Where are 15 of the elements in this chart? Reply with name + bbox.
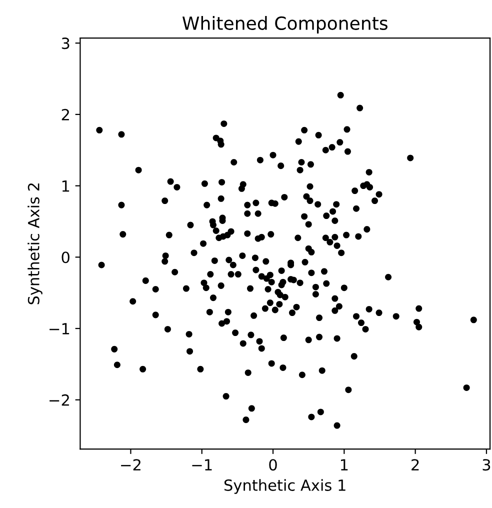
x-tick-label: 2 xyxy=(412,459,419,470)
x-tick-label: 1 xyxy=(340,459,348,470)
chart-title: Whitened Components xyxy=(182,16,388,34)
x-tick-label: 0 xyxy=(269,459,277,471)
y-axis-title: Synthetic Axis 2 xyxy=(28,183,42,304)
y-tick-label: 2 xyxy=(62,108,69,120)
x-tick-label: 3 xyxy=(482,459,490,471)
y-tick-label: −2 xyxy=(50,394,69,406)
y-tick-label: 3 xyxy=(62,38,70,50)
x-axis-title: Synthetic Axis 1 xyxy=(224,479,346,494)
y-tick-label: 0 xyxy=(62,252,70,264)
x-tick-label: −2 xyxy=(121,459,140,470)
y-tick-label: 1 xyxy=(62,180,70,192)
x-tick-label: −1 xyxy=(192,459,212,470)
y-tick-label: −1 xyxy=(50,323,70,334)
